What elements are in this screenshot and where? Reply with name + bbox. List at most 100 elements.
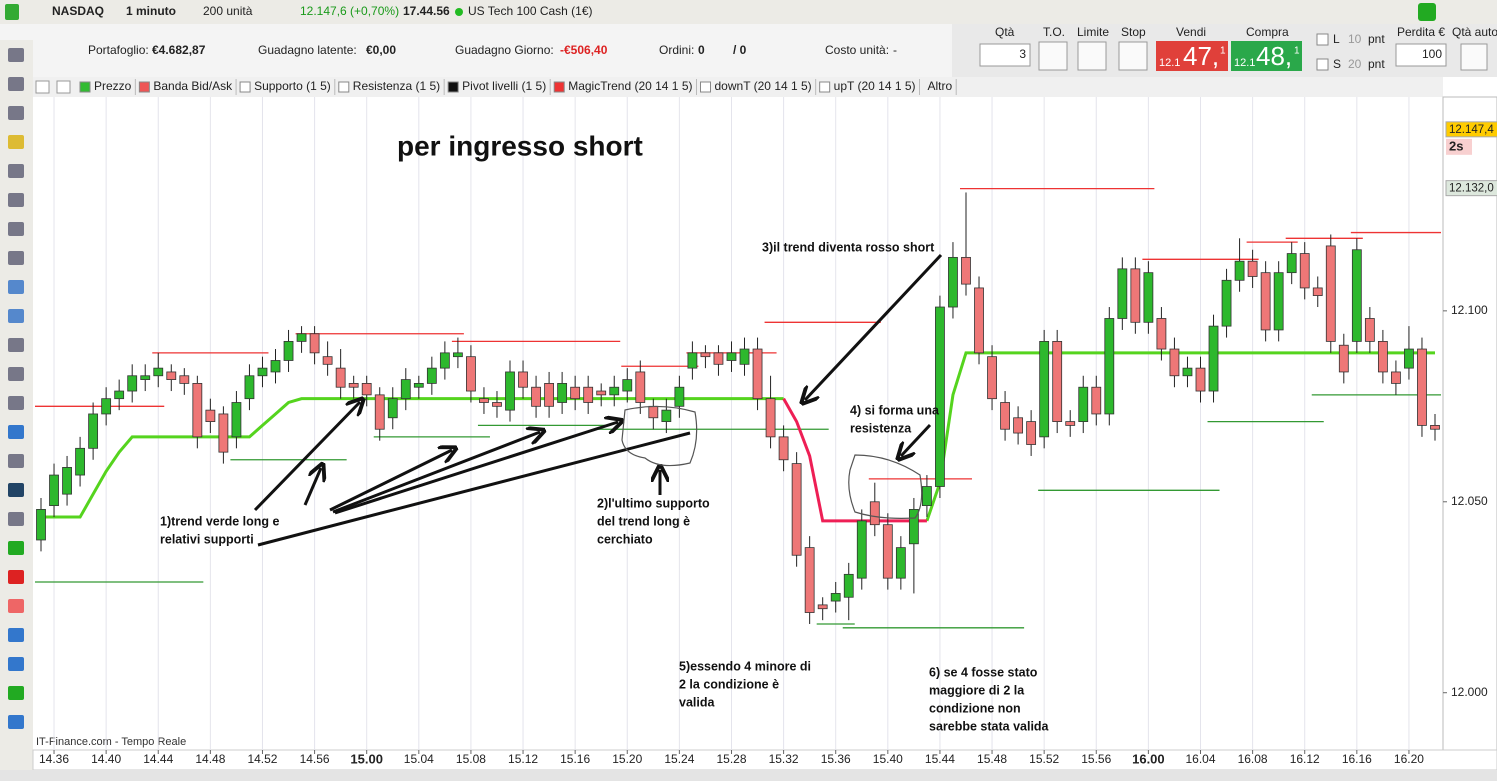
annotation: 3)il trend diventa rosso short — [762, 240, 935, 254]
unit: pnt — [1368, 32, 1385, 46]
candle-body — [1143, 272, 1154, 323]
timeframe[interactable]: 1 minuto — [126, 4, 176, 18]
candle-body — [765, 398, 776, 438]
candle-body — [348, 383, 359, 388]
candle-body — [400, 379, 411, 400]
candle-body — [1247, 260, 1258, 277]
label: Stop — [1121, 25, 1146, 39]
value[interactable]: 20 — [1348, 57, 1362, 71]
candle-body — [1377, 340, 1388, 373]
value[interactable]: 100 — [1422, 47, 1442, 61]
price[interactable]: 1 — [1294, 46, 1300, 57]
status-dot — [455, 8, 463, 16]
candle-body — [987, 356, 997, 400]
qty[interactable]: 3 — [1019, 47, 1026, 61]
x-tick-label: 15.04 — [404, 752, 434, 766]
checkbox[interactable] — [1316, 58, 1329, 71]
account: Portafoglio: €4.682,87 Guadagno latente:… — [88, 43, 897, 57]
annotation: maggiore di 2 la — [929, 683, 1025, 697]
qty-input[interactable] — [979, 43, 1031, 67]
timer: 2s — [1449, 138, 1463, 153]
indicator-swatch — [447, 81, 459, 93]
units[interactable]: 200 unità — [203, 4, 253, 18]
indicator[interactable]: Resistenza (1 5) — [353, 79, 440, 93]
candle-body — [869, 501, 880, 526]
annotation: valida — [679, 695, 715, 709]
checkbox[interactable] — [1316, 33, 1329, 46]
candle-body — [1234, 260, 1245, 281]
indicator[interactable]: MagicTrend (20 14 1 5) — [568, 79, 692, 93]
indicator-swatch — [138, 81, 150, 93]
loss-input[interactable] — [1395, 43, 1447, 67]
indicator-swatch — [79, 81, 91, 93]
candle-body — [544, 383, 554, 407]
indicator[interactable]: downT (20 14 1 5) — [715, 79, 812, 93]
x-tick-label: 14.52 — [247, 752, 277, 766]
icon[interactable] — [56, 80, 71, 94]
button[interactable] — [1077, 41, 1107, 71]
label: Qtà — [995, 25, 1015, 39]
x-tick-label: 15.20 — [612, 752, 642, 766]
candle-body — [505, 371, 515, 411]
value: / 0 — [733, 43, 747, 57]
value[interactable]: 10 — [1348, 32, 1362, 46]
candle-body — [361, 383, 372, 396]
candle-body — [140, 375, 151, 380]
candle-body — [948, 256, 958, 308]
x-tick-label: 15.44 — [925, 752, 955, 766]
x-tick-label: 15.00 — [350, 751, 383, 766]
indicator[interactable]: Altro — [928, 79, 953, 93]
buy-button[interactable] — [1231, 41, 1302, 71]
price[interactable]: 12.1 — [1159, 57, 1180, 69]
candle-body — [492, 402, 502, 407]
label: Costo unità: — [825, 43, 889, 57]
value: -€506,40 — [560, 43, 608, 57]
candle-body — [1221, 279, 1232, 327]
annotation: 5)essendo 4 minore di — [679, 659, 811, 673]
candle-body — [127, 375, 138, 392]
candle-body — [739, 348, 750, 365]
price[interactable]: 48, — [1256, 41, 1292, 71]
price[interactable]: 47, — [1183, 41, 1219, 71]
price[interactable]: 1 — [1220, 46, 1226, 57]
unit: pnt — [1368, 57, 1385, 71]
candle-body — [1052, 340, 1063, 422]
candle-body — [283, 340, 294, 361]
candle-body — [296, 333, 307, 342]
sell-button[interactable] — [1156, 41, 1228, 71]
candle-body — [218, 413, 229, 453]
price[interactable]: 12.1 — [1234, 57, 1255, 69]
indicator[interactable]: upT (20 14 1 5) — [834, 79, 916, 93]
label: Ordini: — [659, 43, 694, 57]
x-tick-label: 15.40 — [873, 752, 903, 766]
indicator[interactable]: Banda Bid/Ask — [153, 79, 233, 93]
candle-body — [922, 486, 932, 507]
candle-body — [439, 352, 450, 369]
button[interactable] — [1038, 41, 1068, 71]
indicator[interactable]: Prezzo — [94, 79, 132, 93]
x-tick-label: 14.56 — [300, 752, 330, 766]
candle-body — [609, 386, 620, 396]
x-tick-label: 15.16 — [560, 752, 590, 766]
candle-body — [452, 352, 463, 358]
button[interactable] — [1118, 41, 1148, 71]
clock: 17.44.56 — [403, 4, 450, 18]
value: - — [893, 43, 897, 57]
candle-body — [1000, 402, 1010, 430]
x-tick-label: 14.36 — [39, 752, 69, 766]
candle-body — [270, 360, 281, 373]
instrument: US Tech 100 Cash (1€) — [468, 4, 593, 18]
annotation: condizione non — [929, 701, 1021, 715]
x-tick-label: 16.20 — [1394, 752, 1424, 766]
candle-body — [843, 573, 854, 598]
candle-body — [114, 390, 125, 400]
symbol[interactable]: NASDAQ — [52, 4, 104, 18]
candle-body — [88, 413, 99, 449]
indicator[interactable]: Pivot livelli (1 5) — [462, 79, 546, 93]
candle-body — [830, 593, 841, 602]
candle-body — [426, 367, 437, 384]
icon[interactable] — [35, 80, 50, 94]
indicator[interactable]: Supporto (1 5) — [254, 79, 331, 93]
button[interactable] — [1460, 43, 1488, 71]
x-tick-label: 16.12 — [1290, 752, 1320, 766]
